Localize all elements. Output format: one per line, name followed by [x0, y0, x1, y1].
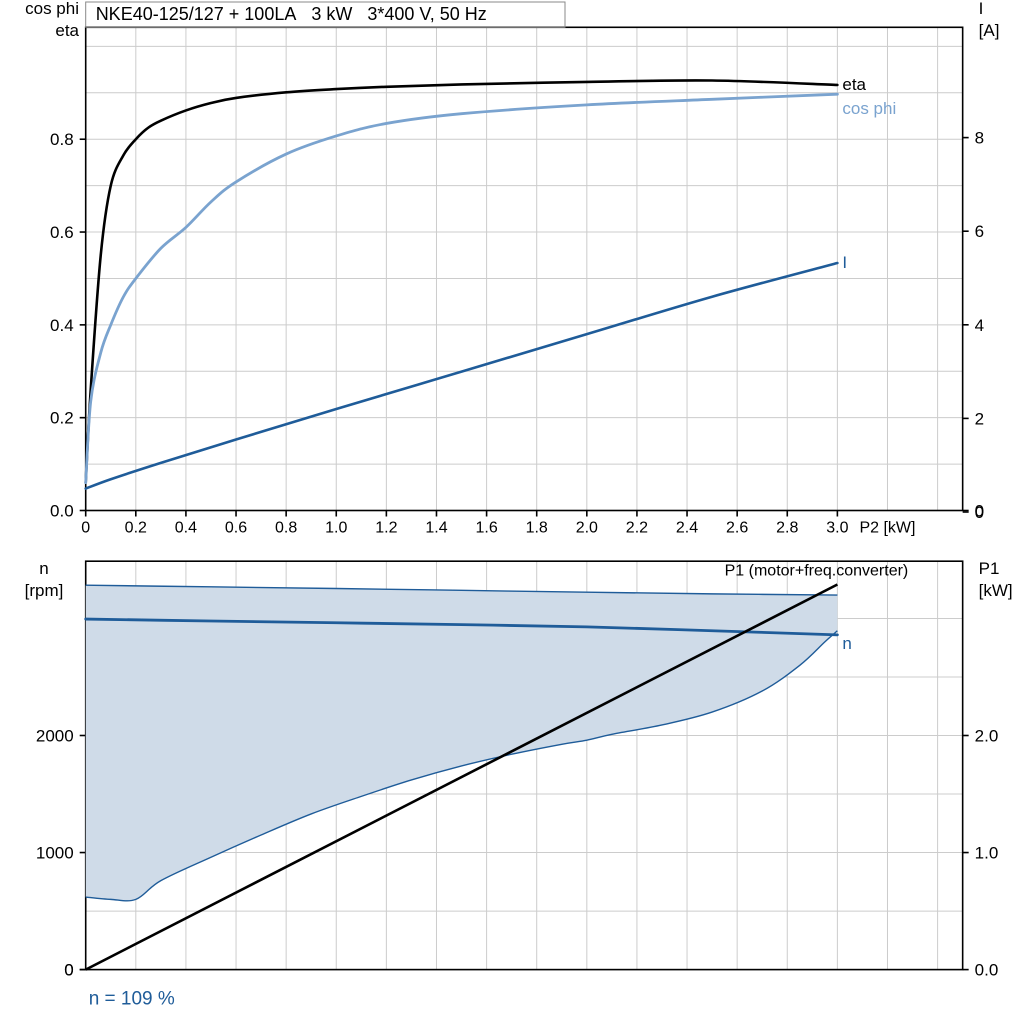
svg-text:1.0: 1.0: [975, 844, 999, 863]
svg-text:2.6: 2.6: [726, 520, 748, 537]
svg-text:n: n: [39, 559, 48, 578]
svg-text:1.0: 1.0: [325, 520, 347, 537]
svg-text:P2 [kW]: P2 [kW]: [859, 520, 915, 537]
svg-text:cos phi: cos phi: [842, 99, 896, 118]
svg-text:[kW]: [kW]: [979, 581, 1013, 600]
svg-text:0.6: 0.6: [225, 520, 247, 537]
svg-text:NKE40-125/127 + 100LA 3 kW: NKE40-125/127 + 100LA 3 kW 3*400 V, 50 H…: [96, 4, 487, 24]
svg-text:0.6: 0.6: [50, 223, 74, 242]
svg-text:0.4: 0.4: [50, 316, 74, 335]
svg-text:n: n: [842, 634, 851, 653]
svg-text:I: I: [842, 253, 847, 272]
svg-text:2.0: 2.0: [576, 520, 598, 537]
svg-text:6: 6: [975, 222, 984, 241]
svg-text:0: 0: [64, 961, 73, 980]
svg-text:0.4: 0.4: [175, 520, 197, 537]
svg-text:0.0: 0.0: [50, 502, 74, 521]
svg-text:cos phi: cos phi: [25, 0, 79, 18]
svg-text:P1: P1: [979, 559, 1000, 578]
svg-text:I: I: [979, 0, 984, 18]
svg-text:1.2: 1.2: [375, 520, 397, 537]
svg-text:0.2: 0.2: [125, 520, 147, 537]
svg-text:3.0: 3.0: [826, 520, 848, 537]
svg-text:P1 (motor+freq.converter): P1 (motor+freq.converter): [725, 562, 909, 579]
svg-text:2.8: 2.8: [776, 520, 798, 537]
svg-text:[rpm]: [rpm]: [25, 581, 64, 600]
svg-text:2000: 2000: [36, 727, 74, 746]
svg-text:2.0: 2.0: [975, 727, 999, 746]
svg-text:2.2: 2.2: [626, 520, 648, 537]
svg-text:8: 8: [975, 129, 984, 148]
svg-text:0: 0: [975, 503, 984, 522]
svg-text:0.0: 0.0: [975, 961, 999, 980]
svg-text:1000: 1000: [36, 844, 74, 863]
svg-text:1.6: 1.6: [475, 520, 497, 537]
svg-text:2.4: 2.4: [676, 520, 698, 537]
svg-text:0.8: 0.8: [50, 130, 74, 149]
svg-text:1.8: 1.8: [526, 520, 548, 537]
svg-text:n = 109 %: n = 109 %: [89, 989, 175, 1010]
svg-text:0.2: 0.2: [50, 409, 74, 428]
svg-text:eta: eta: [842, 75, 866, 94]
svg-text:0.8: 0.8: [275, 520, 297, 537]
svg-text:[A]: [A]: [979, 21, 1000, 40]
svg-text:1.4: 1.4: [425, 520, 447, 537]
svg-text:4: 4: [975, 316, 984, 335]
svg-text:0: 0: [81, 520, 90, 537]
svg-text:2: 2: [975, 409, 984, 428]
svg-text:eta: eta: [55, 21, 79, 40]
